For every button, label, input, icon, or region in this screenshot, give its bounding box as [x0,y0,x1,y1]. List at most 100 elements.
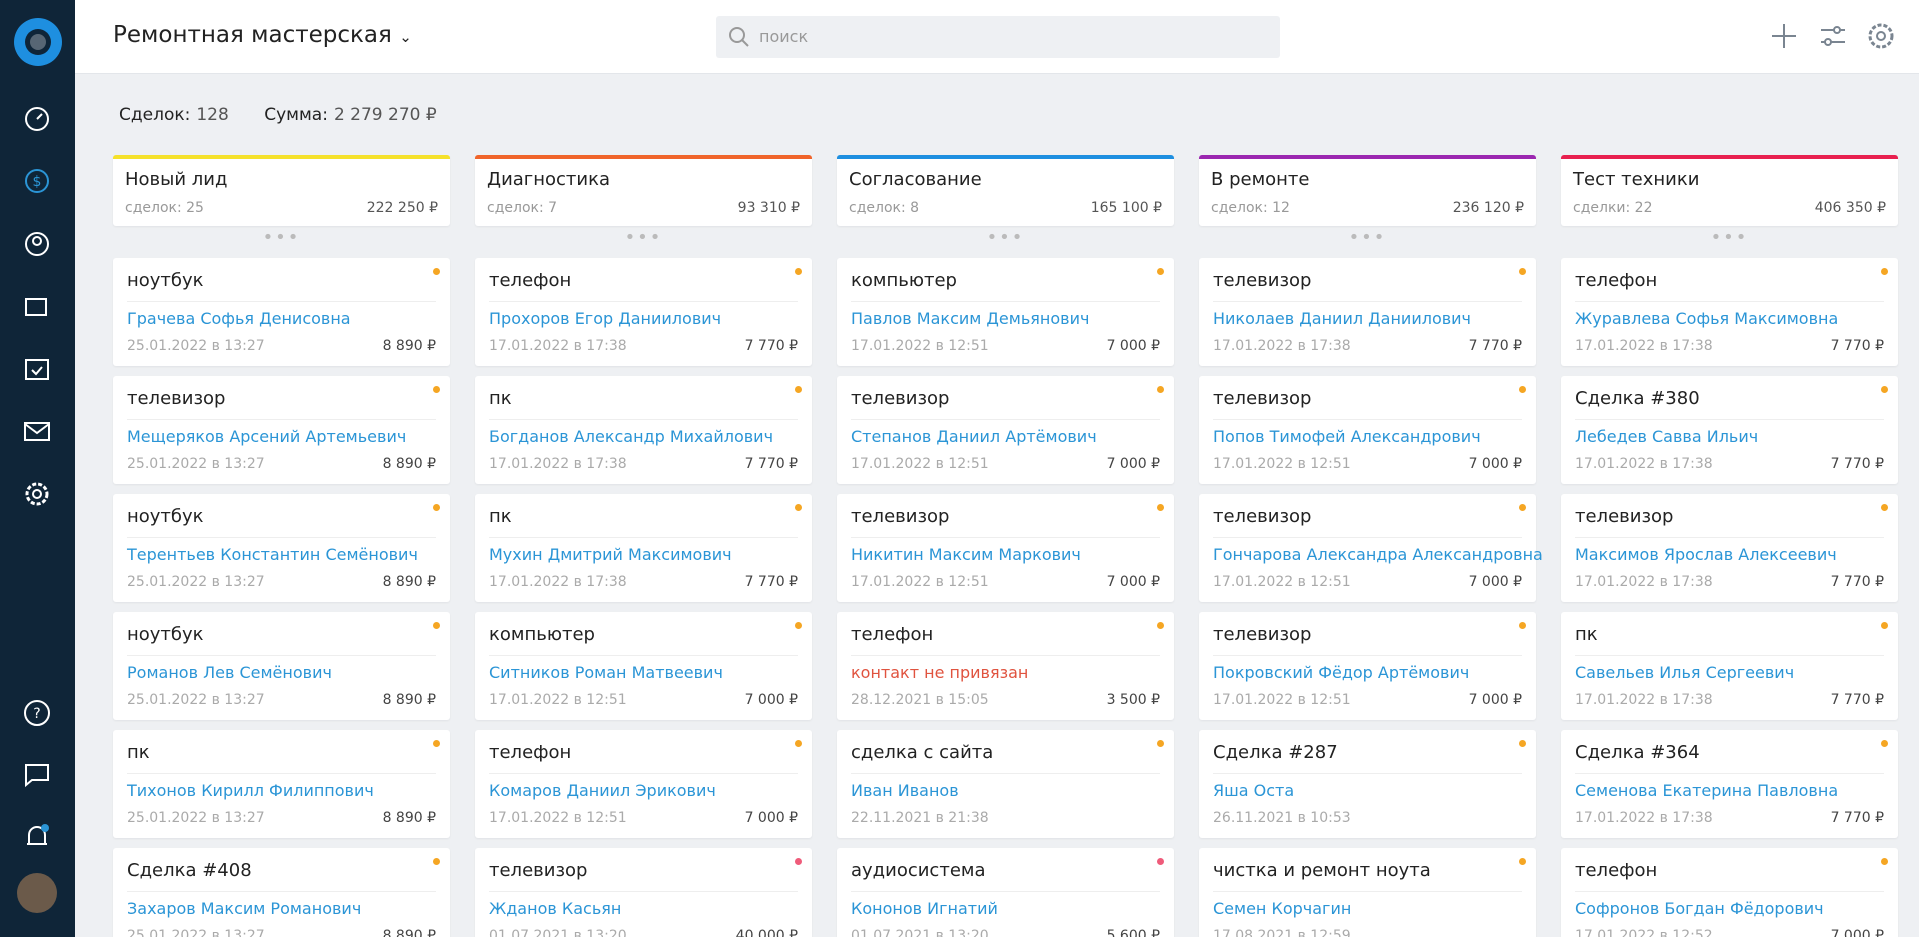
deal-card[interactable]: телевизор Никитин Максим Маркович 17.01.20… [837,494,1174,602]
status-dot [795,622,802,629]
deal-card[interactable]: телефон Комаров Даниил Эрикович 17.01.2022… [475,730,812,838]
deal-card[interactable]: Сделка #408 Захаров Максим Романович 25.01… [113,848,450,937]
status-dot [795,386,802,393]
status-dot [1519,504,1526,511]
deal-price: 7 770 ₽ [1468,338,1522,354]
help-icon[interactable]: ? [22,698,52,728]
divider [489,655,798,656]
deal-price: 7 000 ₽ [1830,928,1884,937]
divider [851,655,1160,656]
deal-contact: Жданов Касьян [489,899,622,918]
search-box[interactable]: поиск [716,16,1280,58]
deal-date: 17.01.2022 в 17:38 [1575,338,1713,354]
deal-card[interactable]: Сделка #287 Яша Оста 26.11.2021 в 10:53 [1199,730,1536,838]
deal-contact: Ситников Роман Матвеевич [489,663,723,682]
divider [489,537,798,538]
deal-card[interactable]: ноутбук Грачева Софья Денисовна 25.01.2022… [113,258,450,366]
deal-card[interactable]: сделка с сайта Иван Иванов 22.11.2021 в 21… [837,730,1174,838]
column-header[interactable]: Согласование сделок: 8 165 100 ₽ [837,155,1174,226]
deal-date: 25.01.2022 в 13:27 [127,338,265,354]
chat-icon[interactable] [22,760,52,790]
logo [14,18,62,66]
divider [1575,301,1884,302]
deal-card[interactable]: телевизор Покровский Фёдор Артёмович 17.01… [1199,612,1536,720]
dashboard-icon[interactable] [22,104,52,134]
deal-card[interactable]: телефон Журавлева Софья Максимовна 17.01.2… [1561,258,1898,366]
deal-card[interactable]: ноутбук Романов Лев Семёнович 25.01.2022 в… [113,612,450,720]
deal-contact: Тихонов Кирилл Филиппович [127,781,374,800]
deal-title: телевизор [489,860,588,881]
deal-card[interactable]: телевизор Попов Тимофей Александрович 17.0… [1199,376,1536,484]
settings-button[interactable] [1867,22,1895,50]
deal-card[interactable]: телевизор Степанов Даниил Артёмович 17.01.… [837,376,1174,484]
deal-price: 7 000 ₽ [1468,456,1522,472]
deal-card[interactable]: пк Богданов Александр Михайлович 17.01.202… [475,376,812,484]
status-dot [795,504,802,511]
deal-contact: Богданов Александр Михайлович [489,427,774,446]
deal-title: телефон [489,270,572,291]
deal-date: 17.01.2022 в 17:38 [489,456,627,472]
status-dot [433,740,440,747]
column-header[interactable]: Диагностика сделок: 7 93 310 ₽ [475,155,812,226]
deal-date: 01.07.2021 в 13:20 [489,928,627,937]
settings-icon[interactable] [22,479,52,509]
deal-date: 22.11.2021 в 21:38 [851,810,989,826]
deal-card[interactable]: Сделка #364 Семенова Екатерина Павловна 17… [1561,730,1898,838]
column: В ремонте сделок: 12 236 120 ₽ ••• телевизор… [1199,155,1543,937]
deal-card[interactable]: ноутбук Терентьев Константин Семёнович 25.… [113,494,450,602]
deal-date: 26.11.2021 в 10:53 [1213,810,1351,826]
deal-card[interactable]: компьютер Ситников Роман Матвеевич 17.01.2… [475,612,812,720]
column-menu[interactable]: ••• [1710,227,1749,248]
deal-date: 17.01.2022 в 12:51 [1213,692,1351,708]
column-title: Новый лид [125,169,228,190]
mail-icon[interactable] [22,416,52,446]
add-button[interactable] [1770,22,1798,50]
column-menu[interactable]: ••• [624,227,663,248]
deal-card[interactable]: аудиосистема Кононов Игнатий 01.07.2021 в … [837,848,1174,937]
deal-card[interactable]: телефон контакт не привязан 28.12.2021 в 1… [837,612,1174,720]
column-header[interactable]: Тест техники сделки: 22 406 350 ₽ [1561,155,1898,226]
deal-card[interactable]: чистка и ремонт ноута Семен Корчагин 17.08… [1199,848,1536,937]
stats: Сделок: 128 Сумма: 2 279 270 ₽ [119,105,443,125]
status-dot [1157,268,1164,275]
contacts-icon[interactable] [22,229,52,259]
deal-price: 7 770 ₽ [1830,810,1884,826]
status-dot [433,858,440,865]
calendar-icon[interactable] [22,354,52,384]
companies-icon[interactable] [22,291,52,321]
divider [1575,419,1884,420]
deal-card[interactable]: телевизор Максимов Ярослав Алексеевич 17.0… [1561,494,1898,602]
column-header[interactable]: Новый лид сделок: 25 222 250 ₽ [113,155,450,226]
status-dot [1519,268,1526,275]
deal-title: телефон [1575,860,1658,881]
deal-card[interactable]: пк Тихонов Кирилл Филиппович 25.01.2022 в … [113,730,450,838]
deals-icon[interactable]: $ [22,166,52,196]
column-menu[interactable]: ••• [1348,227,1387,248]
column-menu[interactable]: ••• [262,227,301,248]
avatar[interactable] [16,872,58,914]
divider [851,891,1160,892]
deal-contact: Комаров Даниил Эрикович [489,781,716,800]
deal-title: телевизор [1213,506,1312,527]
deal-price: 8 890 ₽ [382,456,436,472]
deal-card[interactable]: телевизор Жданов Касьян 01.07.2021 в 13:20… [475,848,812,937]
deal-card[interactable]: телевизор Гончарова Александра Александро… [1199,494,1543,602]
deal-card[interactable]: пк Савельев Илья Сергеевич 17.01.2022 в 17… [1561,612,1898,720]
deal-card[interactable]: компьютер Павлов Максим Демьянович 17.01.2… [837,258,1174,366]
deal-card[interactable]: телефон Софронов Богдан Фёдорович 17.01.20… [1561,848,1898,937]
deal-card[interactable]: телевизор Николаев Даниил Даниилович 17.01… [1199,258,1536,366]
deal-date: 25.01.2022 в 13:27 [127,692,265,708]
deal-card[interactable]: пк Мухин Дмитрий Максимович 17.01.2022 в 1… [475,494,812,602]
deal-card[interactable]: Сделка #380 Лебедев Савва Ильич 17.01.2022… [1561,376,1898,484]
filter-button[interactable] [1819,22,1847,50]
status-dot [433,504,440,511]
workspace-title[interactable]: Ремонтная мастерская ⌄ [113,22,412,48]
column-count: сделки: 22 [1573,200,1653,216]
column-menu[interactable]: ••• [986,227,1025,248]
deal-contact: Мухин Дмитрий Максимович [489,545,732,564]
column-header[interactable]: В ремонте сделок: 12 236 120 ₽ [1199,155,1536,226]
deal-card[interactable]: телефон Прохоров Егор Даниилович 17.01.202… [475,258,812,366]
deal-contact: Романов Лев Семёнович [127,663,332,682]
notifications-icon[interactable] [22,822,52,852]
deal-card[interactable]: телевизор Мещеряков Арсений Артемьевич 25.… [113,376,450,484]
